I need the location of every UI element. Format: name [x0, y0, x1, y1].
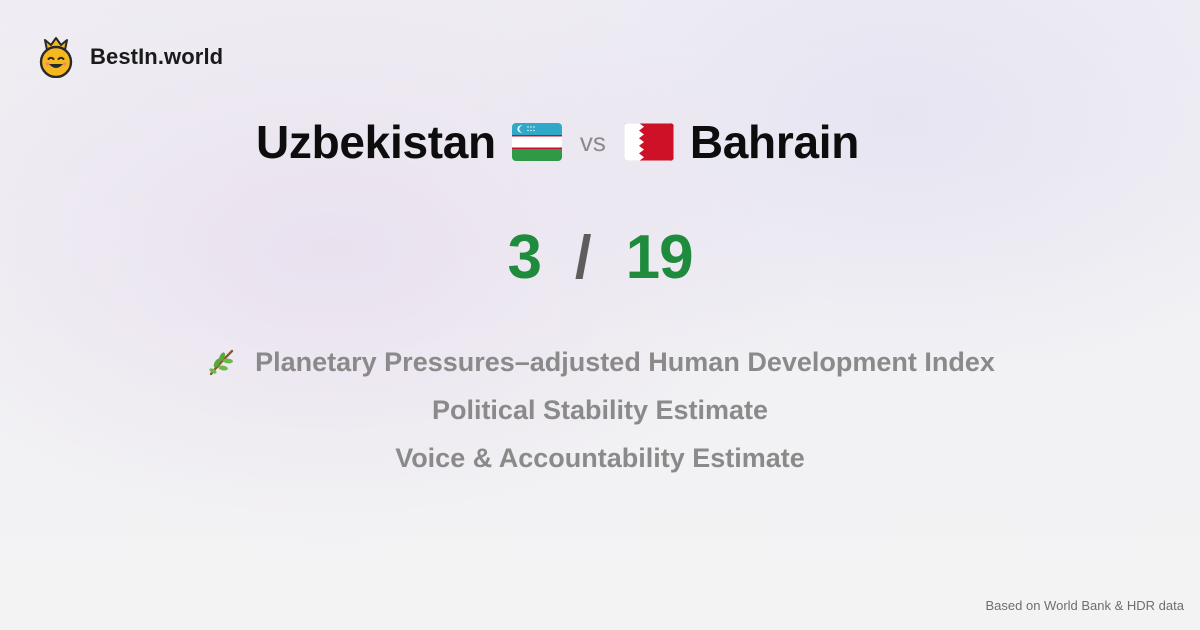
brand[interactable]: BestIn.world	[38, 36, 223, 78]
data-source-note: Based on World Bank & HDR data	[985, 598, 1184, 613]
crown-smiley-icon	[39, 37, 73, 78]
metric-label: Political Stability Estimate	[431, 395, 769, 425]
vs-label: vs	[579, 126, 606, 157]
herb-branch-icon	[209, 349, 234, 376]
right-score: 19	[625, 222, 694, 292]
metrics-list: Planetary Pressures–adjusted Human Devel…	[0, 338, 1200, 482]
score-separator: /	[574, 223, 592, 291]
brand-name: BestIn.world	[90, 44, 224, 69]
left-country-name: Uzbekistan	[255, 116, 496, 168]
metric-item: Voice & Accountability Estimate	[0, 434, 1200, 482]
score-display: 3 / 19	[0, 222, 1200, 292]
uzbekistan-flag-icon	[511, 123, 562, 161]
right-country-name: Bahrain	[689, 116, 860, 168]
metric-item: Political Stability Estimate	[0, 386, 1200, 434]
left-score: 3	[507, 222, 541, 292]
metric-label: Voice & Accountability Estimate	[395, 443, 805, 473]
bahrain-flag-icon	[623, 123, 674, 161]
metric-item: Planetary Pressures–adjusted Human Devel…	[0, 338, 1200, 386]
comparison-title: Uzbekistan vs Bahrain	[0, 110, 1115, 174]
metric-label: Planetary Pressures–adjusted Human Devel…	[255, 347, 995, 377]
